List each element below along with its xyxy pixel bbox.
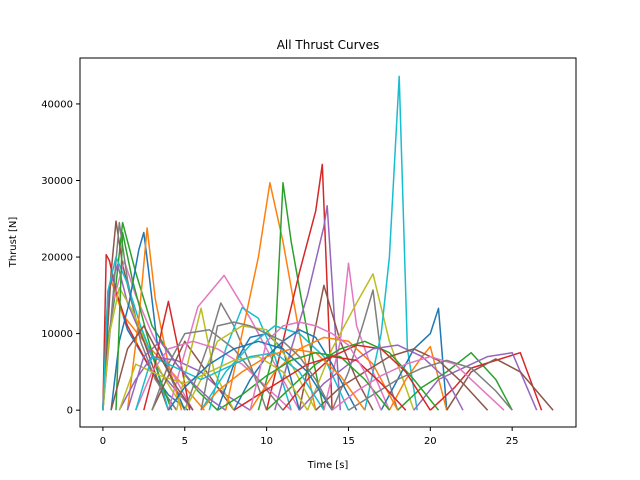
thrust-curve-26	[298, 284, 374, 411]
thrust-curve-16	[151, 340, 235, 411]
x-axis-ticks: 0 5 10 15 20 25	[100, 427, 519, 447]
thrust-curve-13	[115, 231, 173, 411]
x-tick-label: 25	[506, 436, 519, 447]
chart-title: All Thrust Curves	[277, 38, 380, 52]
thrust-curve-28	[331, 289, 399, 411]
thrust-curve-37	[135, 340, 292, 411]
thrust-curve-34	[429, 351, 543, 411]
thrust-curve-46	[315, 348, 489, 411]
thrust-curve-45	[298, 344, 464, 411]
y-axis-label: Thrust [N]	[8, 217, 19, 269]
thrust-curve-30	[364, 75, 418, 411]
thrust-curve-53	[217, 351, 390, 411]
thrust-curve-51	[167, 340, 333, 411]
thrust-curve-31	[380, 307, 448, 411]
thrust-curve-14	[143, 300, 191, 411]
thrust-curve-58	[200, 321, 333, 411]
thrust-curve-23	[257, 182, 325, 411]
y-tick-label: 10000	[41, 329, 73, 340]
series-layer	[102, 75, 554, 411]
thrust-curve-55	[126, 340, 227, 411]
x-tick-label: 5	[182, 436, 188, 447]
y-tick-label: 40000	[41, 99, 73, 110]
thrust-curve-8	[102, 221, 178, 411]
thrust-curve-9	[102, 286, 186, 411]
thrust-curve-36	[446, 358, 554, 411]
thrust-curve-52	[200, 348, 366, 411]
thrust-curve-50	[134, 351, 325, 411]
y-tick-label: 30000	[41, 176, 73, 187]
thrust-curve-40	[200, 325, 350, 411]
thrust-curve-47	[331, 355, 505, 411]
thrust-curve-56	[110, 325, 194, 411]
y-tick-label: 20000	[41, 253, 73, 264]
thrust-curve-35	[413, 351, 538, 411]
thrust-curve-44	[282, 344, 431, 411]
x-axis-label: Time [s]	[307, 460, 349, 471]
thrust-curve-21	[216, 332, 301, 411]
thrust-curve-48	[348, 359, 513, 411]
plot-frame	[79, 57, 577, 428]
y-tick-label: 0	[67, 406, 73, 417]
x-tick-label: 0	[100, 436, 106, 447]
thrust-curve-29	[306, 273, 415, 411]
thrust-curve-54	[233, 355, 407, 411]
x-tick-label: 20	[424, 436, 437, 447]
x-tick-label: 15	[342, 436, 355, 447]
thrust-curve-43	[266, 340, 440, 411]
thrust-curve-27	[323, 262, 391, 411]
thrust-curve-42	[249, 336, 399, 411]
x-tick-label: 10	[260, 436, 273, 447]
y-axis-ticks: 0 10000 20000 30000 40000	[41, 99, 80, 417]
thrust-curve-19	[175, 307, 235, 411]
